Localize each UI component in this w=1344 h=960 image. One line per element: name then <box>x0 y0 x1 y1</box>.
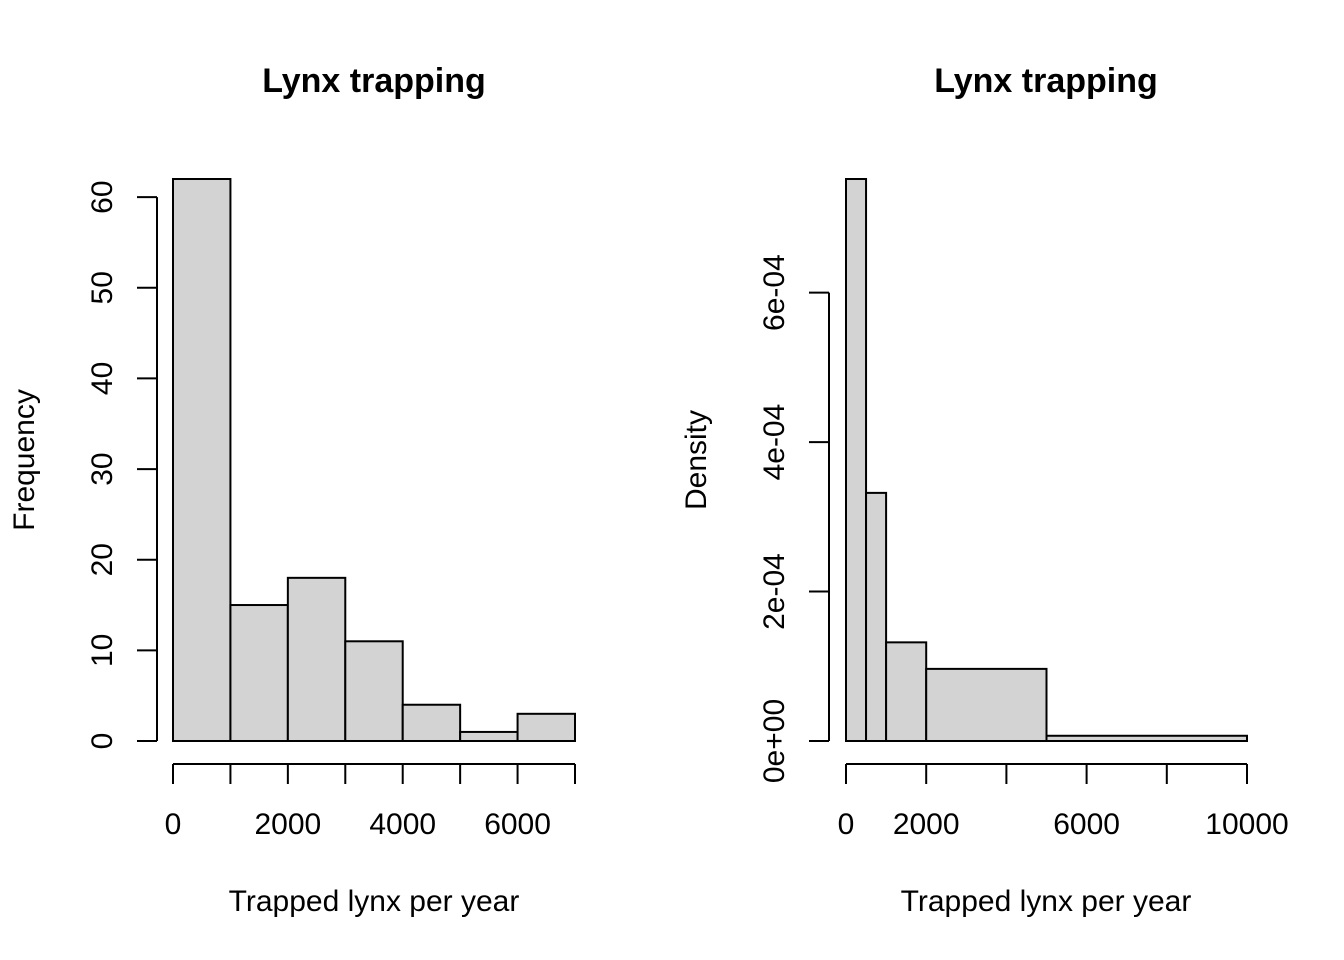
histogram-bar <box>925 667 1048 743</box>
y-tick-label: 0e+00 <box>758 699 791 783</box>
density-histogram-panel: Lynx trapping Trapped lynx per year Dens… <box>680 62 1289 918</box>
histogram-bar <box>229 604 289 743</box>
y-tick-label: 40 <box>86 362 119 395</box>
histogram-bar <box>845 178 868 742</box>
x-tick-label: 0 <box>165 808 182 841</box>
x-tick-label: 6000 <box>484 808 551 841</box>
x-tick-label: 2000 <box>893 808 960 841</box>
x-tick-label: 2000 <box>254 808 321 841</box>
y-axis-label: Density <box>680 410 713 510</box>
x-tick-label: 10000 <box>1205 808 1288 841</box>
histogram-bar <box>286 576 347 742</box>
x-tick-label: 4000 <box>369 808 436 841</box>
histogram-bar <box>885 641 928 743</box>
y-tick-label: 2e-04 <box>758 553 791 630</box>
y-tick-label: 50 <box>86 271 119 304</box>
x-tick-label: 6000 <box>1053 808 1120 841</box>
histogram-bar <box>172 178 232 742</box>
y-tick-label: 4e-04 <box>758 404 791 481</box>
y-tick-label: 60 <box>86 180 119 213</box>
histogram-bar <box>516 712 576 743</box>
x-axis: 0 2000 6000 10000 <box>838 763 1289 841</box>
chart-title: Lynx trapping <box>934 62 1158 100</box>
histogram-bar <box>1045 734 1248 742</box>
y-tick-label: 6e-04 <box>758 254 791 331</box>
histogram-bar <box>401 703 462 743</box>
x-axis-label: Trapped lynx per year <box>901 885 1192 918</box>
frequency-histogram-panel: Lynx trapping Trapped lynx per year Freq… <box>8 62 576 918</box>
x-axis: 0 2000 4000 6000 <box>165 763 576 841</box>
y-tick-label: 0 <box>86 733 119 750</box>
histogram-bar <box>459 730 519 743</box>
bars <box>845 178 1248 743</box>
y-axis: 0e+00 2e-04 4e-04 6e-04 <box>758 254 830 783</box>
y-tick-label: 10 <box>86 634 119 667</box>
y-axis: 0 10 20 30 40 50 60 <box>86 180 158 750</box>
histogram-bar <box>344 640 404 743</box>
x-axis-label: Trapped lynx per year <box>229 885 520 918</box>
bars <box>172 178 576 743</box>
histogram-bar <box>865 491 888 742</box>
x-tick-label: 0 <box>838 808 855 841</box>
y-tick-label: 30 <box>86 452 119 485</box>
y-axis-label: Frequency <box>8 389 41 531</box>
chart-title: Lynx trapping <box>262 62 486 100</box>
y-tick-label: 20 <box>86 543 119 576</box>
